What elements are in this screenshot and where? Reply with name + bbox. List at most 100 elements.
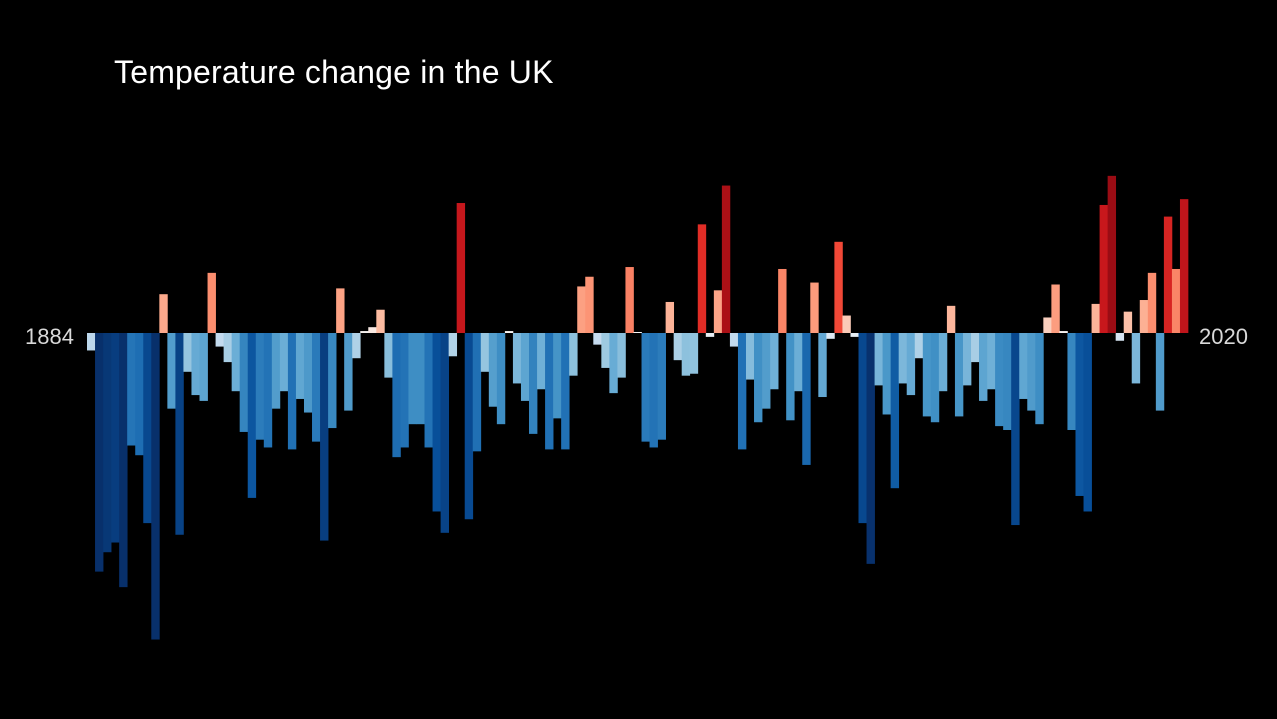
- bar-2002: [1035, 333, 1044, 425]
- bar-1970: [778, 268, 787, 333]
- bar-1890: [135, 333, 144, 456]
- bar-2017: [1155, 333, 1165, 411]
- end-year-label: 2020: [1199, 324, 1248, 349]
- bar-2020: [1179, 199, 1189, 333]
- bar-1980: [858, 333, 867, 524]
- bar-1979: [850, 333, 859, 337]
- bar-1984: [890, 333, 900, 489]
- bar-1937: [512, 333, 522, 384]
- bar-1969: [770, 333, 779, 390]
- bar-1955: [657, 333, 666, 440]
- bar-2015: [1139, 300, 1149, 333]
- bar-1902: [231, 333, 241, 392]
- bar-1975: [818, 333, 827, 398]
- bar-1909: [287, 333, 297, 450]
- bar-1897: [191, 333, 200, 396]
- bar-1953: [641, 333, 650, 442]
- bar-1946: [585, 276, 594, 333]
- bar-1927: [432, 333, 441, 512]
- bar-1907: [271, 333, 281, 409]
- bar-1884: [87, 333, 96, 351]
- bar-1908: [279, 333, 289, 392]
- bar-1926: [424, 333, 433, 448]
- bar-1921: [384, 333, 393, 378]
- bar-2011: [1107, 175, 1117, 333]
- bar-1889: [127, 333, 136, 446]
- bar-1973: [802, 333, 811, 465]
- bar-1959: [689, 333, 699, 374]
- bar-1981: [866, 333, 875, 564]
- bar-1931: [464, 333, 474, 520]
- bar-1923: [400, 333, 409, 448]
- bar-1922: [392, 333, 401, 458]
- bar-1935: [496, 333, 506, 425]
- bar-1929: [448, 333, 458, 357]
- bar-1989: [930, 333, 940, 423]
- bar-1938: [520, 333, 530, 401]
- bar-1982: [874, 333, 883, 386]
- bar-1942: [553, 333, 562, 419]
- bar-1941: [545, 333, 554, 450]
- bar-1957: [673, 333, 683, 361]
- bar-1972: [794, 333, 803, 392]
- bar-1943: [561, 333, 570, 450]
- bar-1887: [111, 333, 120, 543]
- bar-2009: [1091, 303, 1100, 333]
- bar-1944: [569, 333, 578, 376]
- bar-1990: [938, 333, 948, 392]
- bar-2012: [1115, 333, 1125, 341]
- bar-1991: [946, 305, 956, 333]
- bar-1905: [255, 333, 265, 440]
- bar-1950: [617, 333, 626, 378]
- bar-1924: [408, 333, 417, 425]
- bar-1906: [263, 333, 273, 448]
- bar-2016: [1147, 272, 1157, 333]
- bar-1899: [207, 272, 216, 333]
- bar-1976: [826, 333, 835, 339]
- bar-1952: [633, 332, 642, 333]
- bar-1903: [239, 333, 249, 432]
- bar-2007: [1075, 333, 1084, 496]
- start-year-label: 1884: [25, 324, 74, 349]
- bar-1910: [295, 333, 305, 399]
- bar-2005: [1059, 331, 1068, 333]
- bar-1885: [95, 333, 104, 572]
- bar-2010: [1099, 204, 1108, 333]
- bar-1962: [713, 290, 723, 333]
- bar-1900: [215, 333, 224, 347]
- bar-1966: [745, 333, 755, 380]
- bar-1964: [729, 333, 739, 347]
- bar-1940: [537, 333, 546, 390]
- bar-1886: [103, 333, 112, 553]
- bar-1916: [344, 333, 353, 411]
- bar-1996: [987, 333, 996, 390]
- bar-1958: [681, 333, 691, 376]
- bar-1954: [649, 333, 658, 448]
- bar-1988: [922, 333, 932, 417]
- bar-2001: [1027, 333, 1036, 411]
- bar-1914: [328, 333, 337, 429]
- bar-1901: [223, 333, 233, 363]
- bar-1948: [601, 333, 610, 368]
- bar-1933: [480, 333, 490, 372]
- bar-1967: [754, 333, 763, 423]
- bar-1971: [786, 333, 795, 421]
- bar-1912: [312, 333, 321, 442]
- chart-title: Temperature change in the UK: [114, 54, 554, 90]
- bar-2013: [1123, 311, 1133, 333]
- bar-1894: [167, 333, 176, 409]
- bar-1939: [529, 333, 538, 434]
- bar-1898: [199, 333, 208, 401]
- bar-1960: [697, 224, 707, 333]
- bar-1947: [593, 333, 602, 345]
- bar-1936: [504, 331, 514, 333]
- bar-1893: [159, 294, 168, 333]
- bar-1895: [175, 333, 184, 535]
- bar-2000: [1019, 333, 1028, 399]
- bar-1977: [834, 241, 843, 333]
- bar-1983: [882, 333, 891, 415]
- bar-2004: [1051, 284, 1060, 333]
- bar-1915: [336, 288, 345, 333]
- bar-1920: [376, 309, 385, 333]
